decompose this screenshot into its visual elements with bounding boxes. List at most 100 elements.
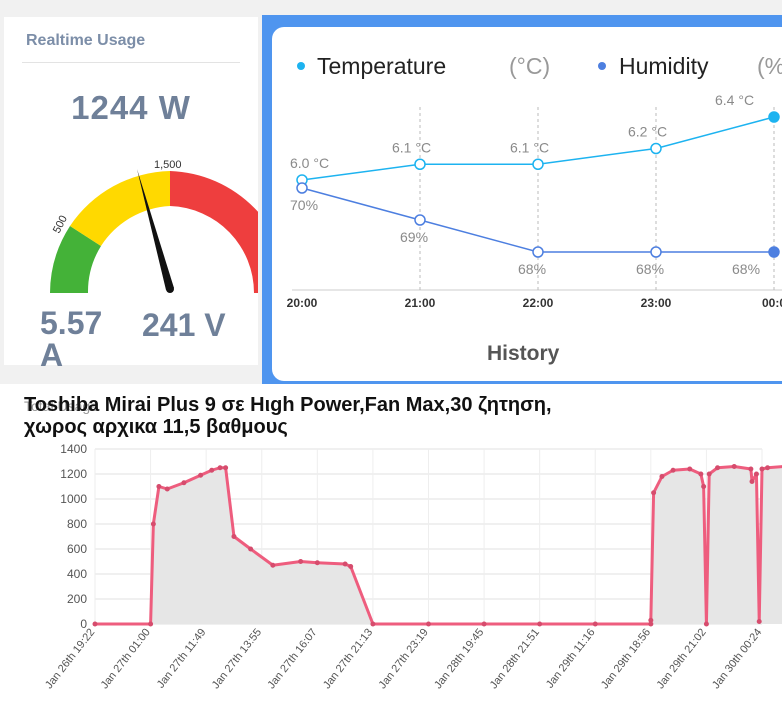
usage-x-tick: Jan 28th 19:45 [432,626,486,691]
history-title: History [487,342,560,365]
history-plot: 20:00 21:00 22:00 23:00 00:0 6.0 °C 70% 6.1 °C 6… [287,92,782,310]
usage-point [698,471,704,477]
caption-line-1: Toshiba Mirai Plus 9 σε Hιgh Power,Fan M… [24,394,552,416]
gauge-band-yellow [70,171,170,246]
usage-x-tick: Jan 27th 16:07 [265,626,319,691]
usage-point [164,486,170,492]
usage-point [753,471,759,477]
temperature-label: 6.1 °C [510,139,549,155]
usage-point [314,560,320,566]
usage-point [756,619,762,624]
history-x-tick: 21:00 [405,296,436,310]
caption-line-2: χωρος αρχικα 11,5 βαθμους [24,416,288,438]
temperature-label: 6.1 °C [392,139,431,155]
usage-point [651,490,657,496]
usage-panel: Total Usage Toshiba Mirai Plus 9 σε Hιgh… [0,384,782,724]
usage-point [270,562,276,568]
usage-point [748,466,754,472]
usage-point [648,617,654,623]
usage-point [150,521,156,527]
usage-point [670,467,676,473]
usage-y-tick: 800 [67,517,87,531]
usage-y-tick: 0 [80,617,87,631]
usage-point [231,534,237,539]
gauge-label-high: 1,500 [154,159,182,171]
legend-humidity-label: Humidity [619,53,709,79]
usage-point [370,621,376,627]
humidity-label: 70% [290,197,318,213]
usage-title: Total Usage [24,398,98,414]
temperature-label: 6.2 °C [628,124,667,140]
voltage-readout: 241 V [142,307,226,343]
usage-y-tick: 1000 [60,492,87,506]
usage-point [181,480,187,486]
history-x-tick: 20:00 [287,296,318,310]
humidity-label: 68% [732,261,760,277]
usage-point [198,472,204,478]
overlay-caption: Toshiba Mirai Plus 9 σε Hιgh Power,Fan M… [24,394,552,438]
humidity-point [296,182,308,194]
divider [22,62,240,63]
usage-point [426,621,431,627]
usage-point [749,479,755,484]
legend-temperature-label: Temperature [317,53,446,79]
legend-humidity-dot [598,62,606,70]
usage-x-tick: Jan 27th 23:19 [377,626,431,691]
usage-point [759,466,765,472]
gauge-band-green [50,226,101,293]
usage-y-tick: 1400 [60,442,87,456]
history-x-tick: 00:0 [762,296,782,310]
usage-point [731,464,737,469]
history-chart: Temperature (°C) Humidity (% 20:00 21:00 2… [287,53,782,365]
temperature-label: 6.4 °C [715,92,754,108]
usage-x-tick: Jan 29th 21:02 [655,626,709,691]
temperature-point [768,111,780,123]
usage-x-tick: Jan 27th 13:55 [210,626,264,691]
usage-point [156,484,162,489]
humidity-label: 69% [400,229,428,245]
power-readout: 1244 W [71,89,191,126]
usage-x-tick: Jan 30th 00:24 [710,626,764,691]
humidity-label: 68% [518,261,546,277]
usage-x-tick: Jan 29th 18:56 [599,626,653,691]
history-x-tick: 23:00 [641,296,672,310]
humidity-point [414,214,426,226]
humidity-label: 68% [636,261,664,277]
power-gauge: 500 1,500 [50,159,258,293]
temperature-point [532,158,544,170]
usage-x-tick: Jan 27th 21:13 [321,626,375,691]
history-panel: Temperature (°C) Humidity (% 20:00 21:00 2… [272,27,782,381]
usage-y-tick: 200 [67,592,87,606]
usage-area [95,466,782,624]
usage-y-tick: 1200 [60,467,87,481]
usage-point [701,484,707,489]
humidity-point [532,246,544,258]
usage-point [648,621,654,627]
gauge-needle [137,169,174,290]
usage-point [209,467,215,473]
current-readout: 5.57 A [40,305,103,373]
usage-point [217,465,223,471]
legend-humidity-unit: (% [757,53,782,79]
realtime-panel: Realtime Usage 1244 W 500 1,500 5.57 A 2… [4,17,258,371]
usage-x-tick: Jan 27th 11:49 [155,626,209,690]
temperature-point [414,158,426,170]
usage-point [223,465,229,471]
usage-point [706,471,712,477]
humidity-point [650,246,662,258]
gauge-band-red [170,171,258,293]
humidity-point [768,246,780,258]
usage-point [148,621,154,627]
usage-point [92,621,98,627]
usage-x-tick: Jan 29th 11:16 [544,626,598,690]
usage-point [248,546,254,552]
usage-point [342,561,348,567]
legend-temperature-unit: (°C) [509,53,550,79]
usage-y-tick: 600 [67,542,87,556]
usage-point [659,474,665,479]
legend-temperature-dot [297,62,305,70]
realtime-title: Realtime Usage [26,32,146,49]
history-x-tick: 22:00 [523,296,554,310]
usage-point [592,621,598,627]
